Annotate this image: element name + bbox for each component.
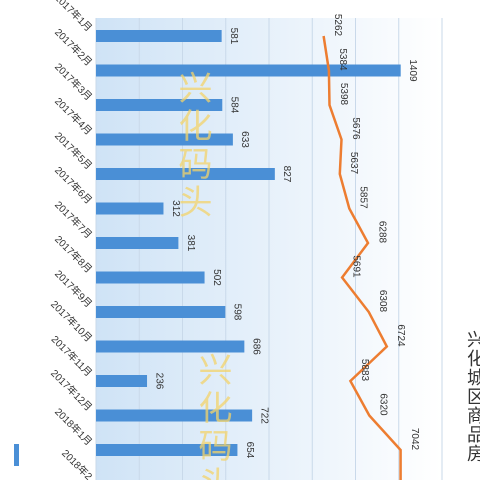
bar [96,30,222,42]
bar-data-label: 502 [211,269,222,286]
bar [96,444,238,456]
line-data-label: 7042 [409,428,420,451]
bar-series [96,30,401,456]
bar-data-label: 654 [244,442,255,459]
line-data-label: 5398 [338,83,349,106]
watermark-text: 兴化码头 [172,70,212,222]
bar [96,340,245,353]
bar-data-label: 598 [232,304,243,321]
bar-data-label: 581 [228,28,239,45]
bar [96,237,179,249]
bar [96,271,205,284]
line-data-label: 5262 [332,14,343,37]
bar [96,64,401,77]
line-series [322,35,402,480]
line-data-label: 5691 [350,255,361,278]
line-data-label: 6308 [377,290,388,313]
bar [96,202,164,215]
bar-data-label: 722 [258,407,269,424]
line-data-label: 5637 [348,152,359,175]
chart-title: 兴化城区商品房 [465,330,480,463]
bar-data-label: 633 [239,131,250,148]
watermark-text: 兴化码头 [192,352,232,480]
bar-data-label: 236 [153,373,164,390]
bar-data-label: 686 [251,338,262,355]
line-data-label: 6320 [378,393,389,416]
bar [96,99,223,111]
bar-data-label: 584 [229,97,240,114]
bar [96,133,233,146]
line-data-label: 6288 [376,221,387,244]
line-data-label: 5857 [358,186,369,209]
legend-swatch [14,444,19,466]
category-axis-labels: 2017年1月2017年2月2017年3月2017年4月2017年5月2017年… [48,0,95,480]
bar [96,409,253,422]
line-data-label: 5676 [350,117,361,140]
bar-data-label: 827 [281,166,292,183]
bar-data-label: 381 [185,235,196,252]
bar [96,306,226,318]
bar-data-label: 312 [170,200,181,217]
line-data-label: 6724 [395,324,406,347]
bar-data-label: 1409 [407,59,418,82]
bar-data-labels: 581 1409 584 633 827 312 381 502 598 686 236 722 654 [153,28,418,459]
bar [96,375,148,387]
category-label: 2018年1月 [52,405,95,448]
category-label: 2018年2 [59,447,95,480]
line-data-label: 5384 [337,48,348,71]
bar [96,168,275,180]
line-data-label: 5883 [359,359,370,382]
